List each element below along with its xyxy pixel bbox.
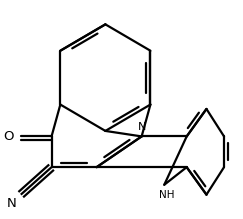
Text: N: N (7, 197, 16, 210)
Text: N: N (138, 122, 146, 132)
Text: NH: NH (159, 190, 174, 200)
Text: O: O (4, 130, 14, 143)
